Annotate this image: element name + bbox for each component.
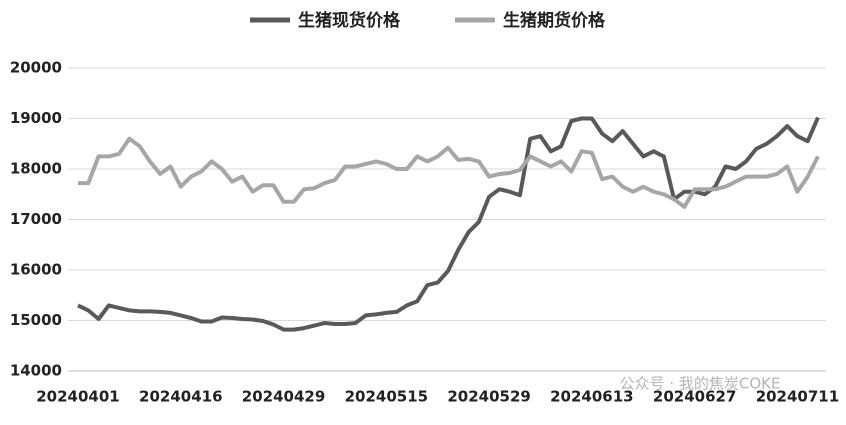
legend-label: 生猪期货价格 [503,10,606,31]
x-tick-label: 20240711 [756,388,840,406]
y-tick-label: 14000 [10,362,62,380]
y-tick-label: 19000 [10,109,62,127]
legend-label: 生猪现货价格 [298,10,401,31]
x-tick-label: 20240416 [139,388,223,406]
x-tick-label: 20240627 [653,388,737,406]
y-tick-label: 15000 [10,311,62,329]
x-tick-label: 20240529 [447,388,531,406]
series-line [78,136,820,209]
x-tick-label: 20240515 [345,388,429,406]
x-tick-label: 20240613 [550,388,634,406]
watermark: 公众号 · 我的焦炭COKE [620,375,781,393]
y-tick-label: 16000 [10,261,62,279]
y-tick-label: 17000 [10,210,62,228]
x-tick-label: 20240429 [242,388,326,406]
x-tick-label: 20240401 [36,388,120,406]
y-tick-label: 20000 [10,59,62,77]
y-tick-label: 18000 [10,160,62,178]
